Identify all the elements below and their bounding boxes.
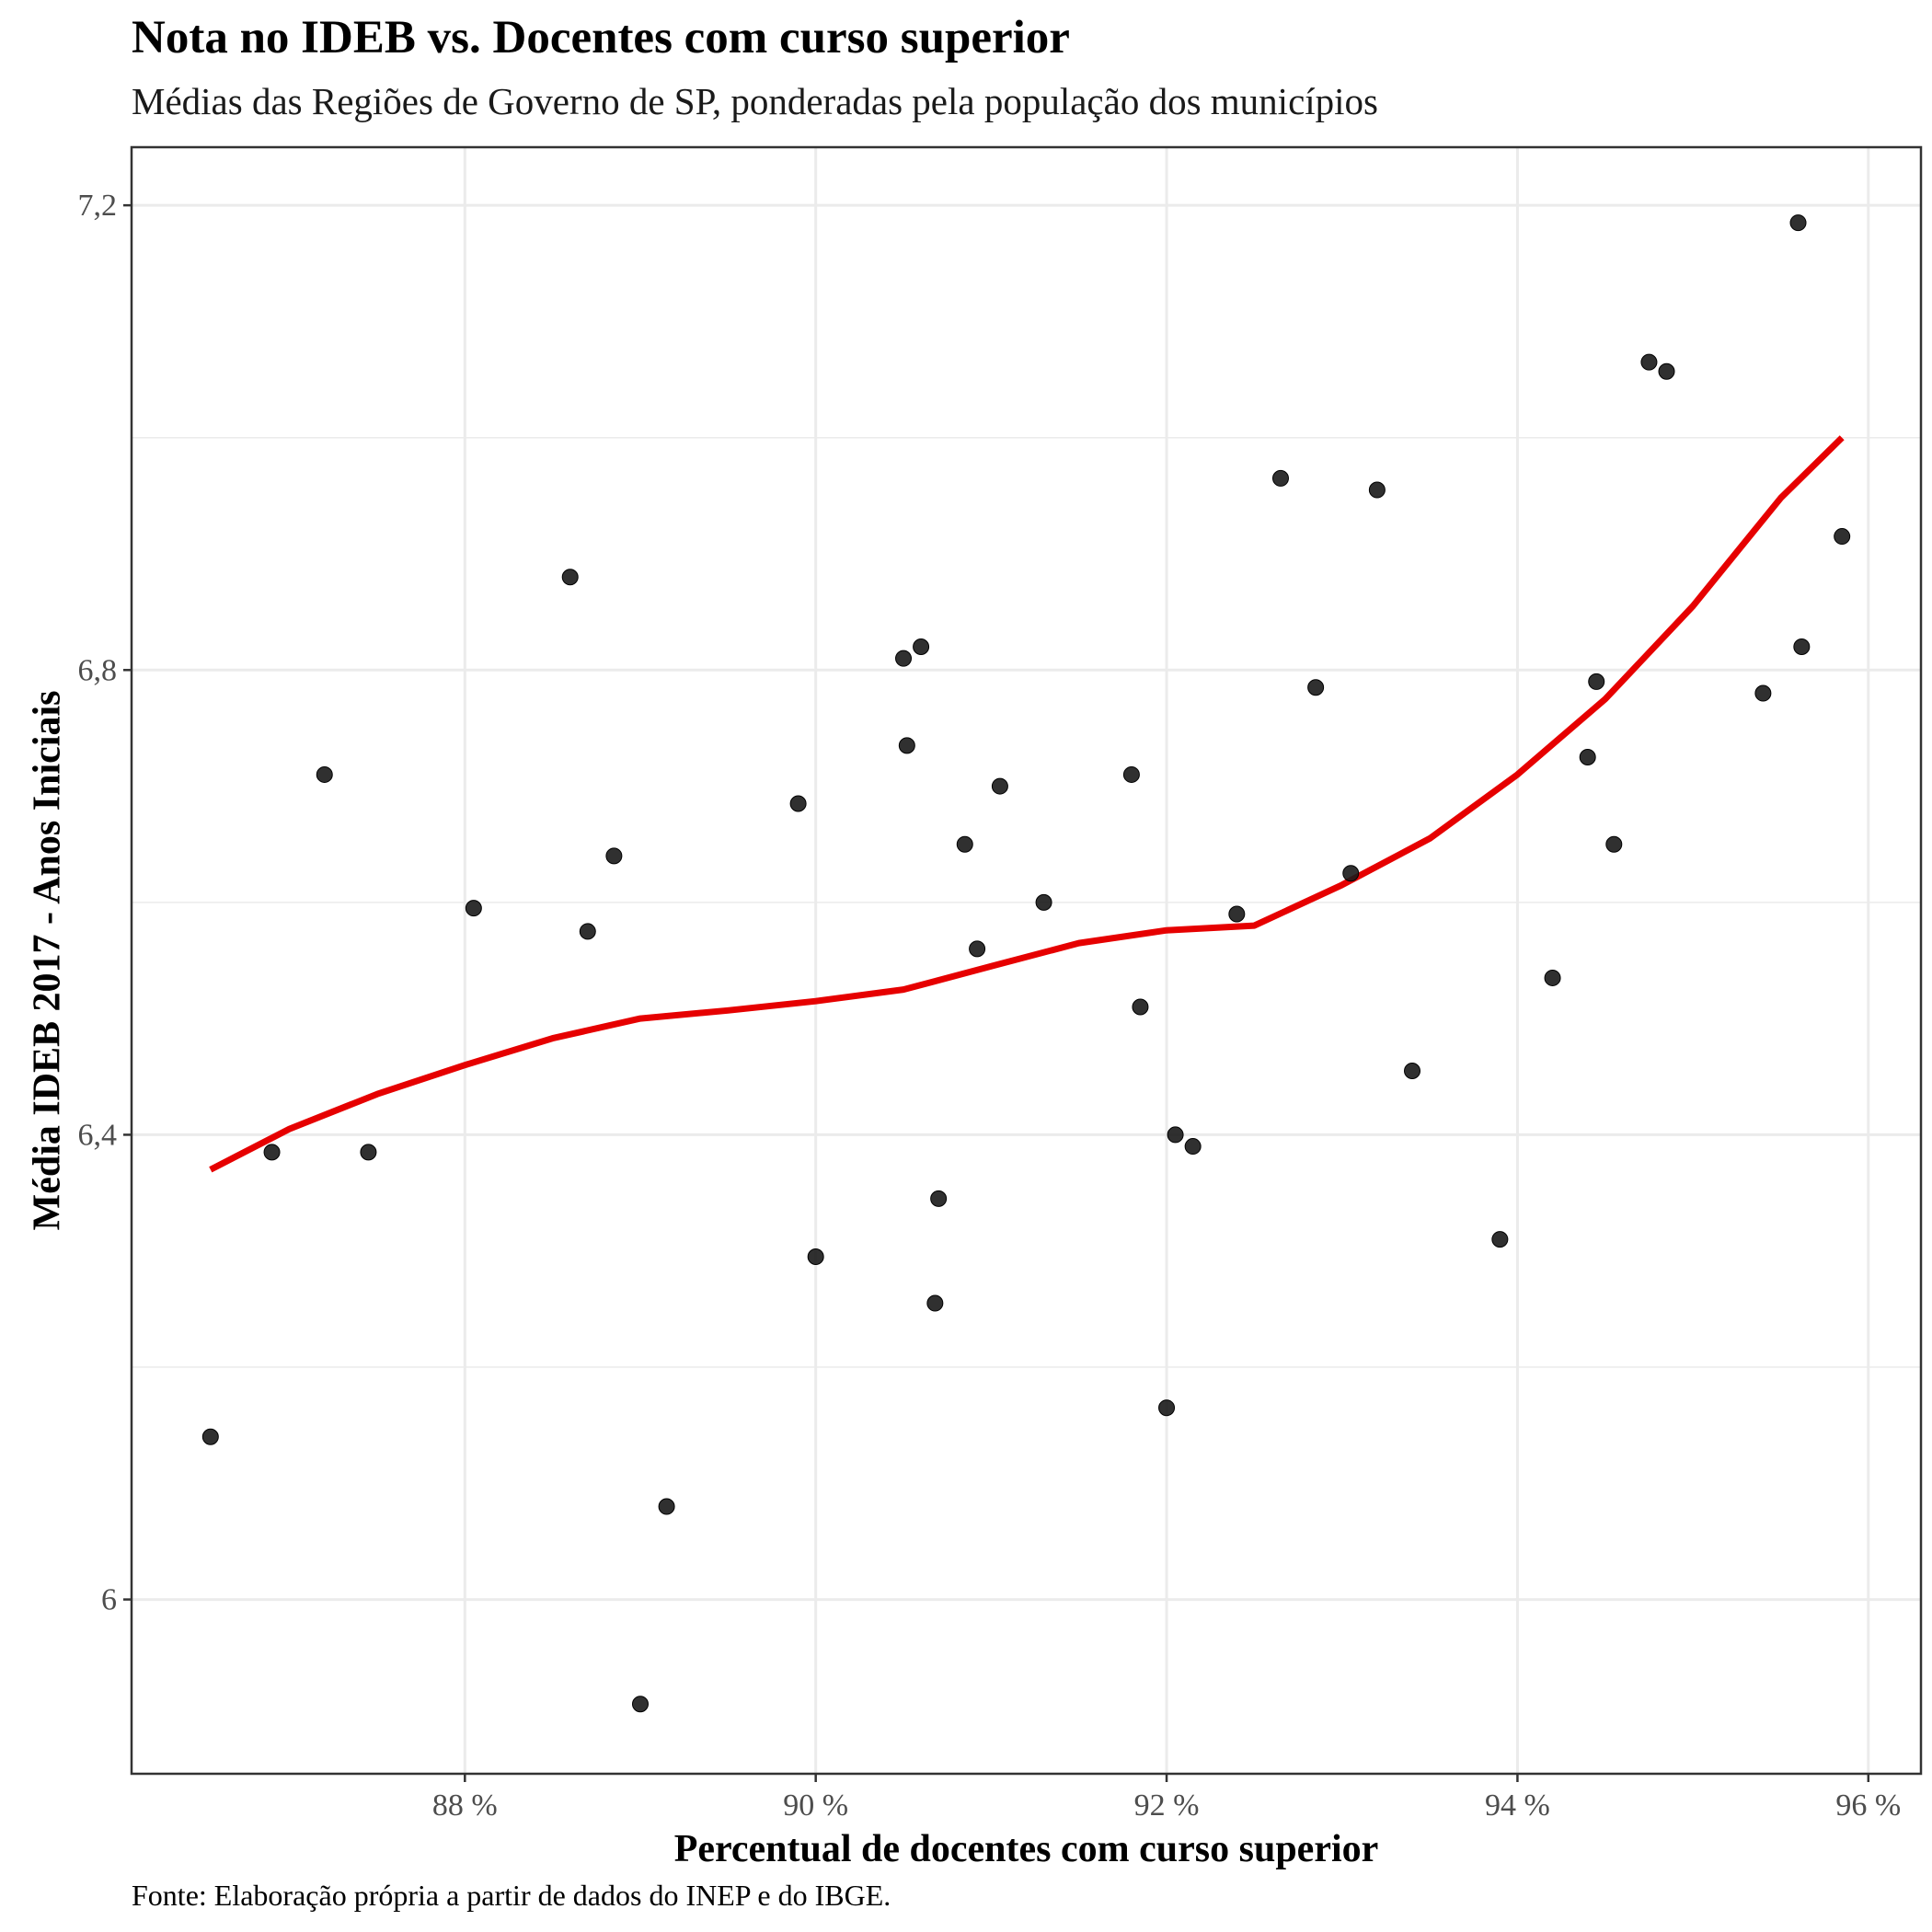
data-point — [631, 1696, 649, 1713]
data-point — [1132, 998, 1149, 1016]
data-point — [1588, 673, 1605, 690]
data-point — [1834, 528, 1851, 546]
data-point — [789, 795, 807, 812]
data-point — [1658, 362, 1675, 380]
data-point — [969, 940, 986, 958]
x-tick-label: 92 % — [1134, 1788, 1200, 1823]
data-point — [898, 737, 915, 754]
data-point — [1404, 1062, 1421, 1079]
data-point — [316, 765, 333, 783]
y-tick-label: 6,4 — [78, 1118, 118, 1152]
data-point — [605, 847, 623, 865]
data-point — [1035, 893, 1052, 911]
data-point — [1368, 481, 1386, 499]
data-point — [895, 650, 913, 667]
data-point — [956, 835, 973, 853]
data-point — [1184, 1138, 1202, 1156]
data-point — [201, 1428, 219, 1445]
data-point — [1342, 865, 1360, 882]
y-axis-title: Média IDEB 2017 - Anos Iniciais — [27, 691, 69, 1231]
data-point — [1579, 749, 1596, 765]
data-point — [913, 638, 930, 656]
data-point — [561, 569, 579, 586]
data-point — [926, 1294, 944, 1312]
data-point — [360, 1144, 377, 1161]
data-point — [1271, 469, 1289, 487]
data-point — [465, 900, 482, 917]
trend-layer — [209, 435, 1845, 1173]
data-point — [658, 1498, 675, 1515]
data-point — [1793, 638, 1811, 656]
data-point — [263, 1144, 281, 1161]
y-tick-label: 6,8 — [78, 653, 118, 687]
data-point — [1228, 905, 1246, 923]
data-point — [930, 1190, 948, 1207]
y-tick-label: 6 — [101, 1583, 117, 1617]
data-point — [991, 777, 1008, 795]
data-point — [579, 923, 596, 940]
data-point — [1605, 835, 1623, 853]
data-point — [1544, 969, 1561, 986]
x-tick-label: 88 % — [432, 1788, 498, 1823]
y-tick-label: 7,2 — [78, 189, 118, 223]
data-point — [1167, 1126, 1184, 1144]
points-layer — [201, 214, 1851, 1713]
chart-subtitle: Médias das Regiões de Governo de SP, pon… — [132, 80, 1379, 122]
data-point — [1122, 765, 1140, 783]
x-tick-label: 96 % — [1835, 1788, 1901, 1823]
panel-border — [130, 145, 1923, 1776]
data-point — [1789, 214, 1807, 232]
chart-title: Nota no IDEB vs. Docentes com curso supe… — [132, 12, 1070, 63]
x-tick-label: 94 % — [1485, 1788, 1550, 1823]
chart-caption: Fonte: Elaboração própria a partir de da… — [132, 1879, 891, 1912]
data-point — [807, 1248, 824, 1266]
grid-lines — [132, 147, 1921, 1774]
data-point — [1158, 1399, 1176, 1417]
x-tick-label: 90 % — [783, 1788, 848, 1823]
data-point — [1491, 1231, 1509, 1248]
x-axis-title: Percentual de docentes com curso superio… — [674, 1828, 1379, 1870]
axis-ticks: 88 % 90 % 92 % 94 % 96 % 6 6,4 6,8 7,2 — [78, 189, 1902, 1823]
data-point — [1307, 679, 1325, 696]
data-point — [1754, 684, 1772, 702]
data-point — [1640, 353, 1658, 371]
trend-line — [209, 435, 1845, 1173]
